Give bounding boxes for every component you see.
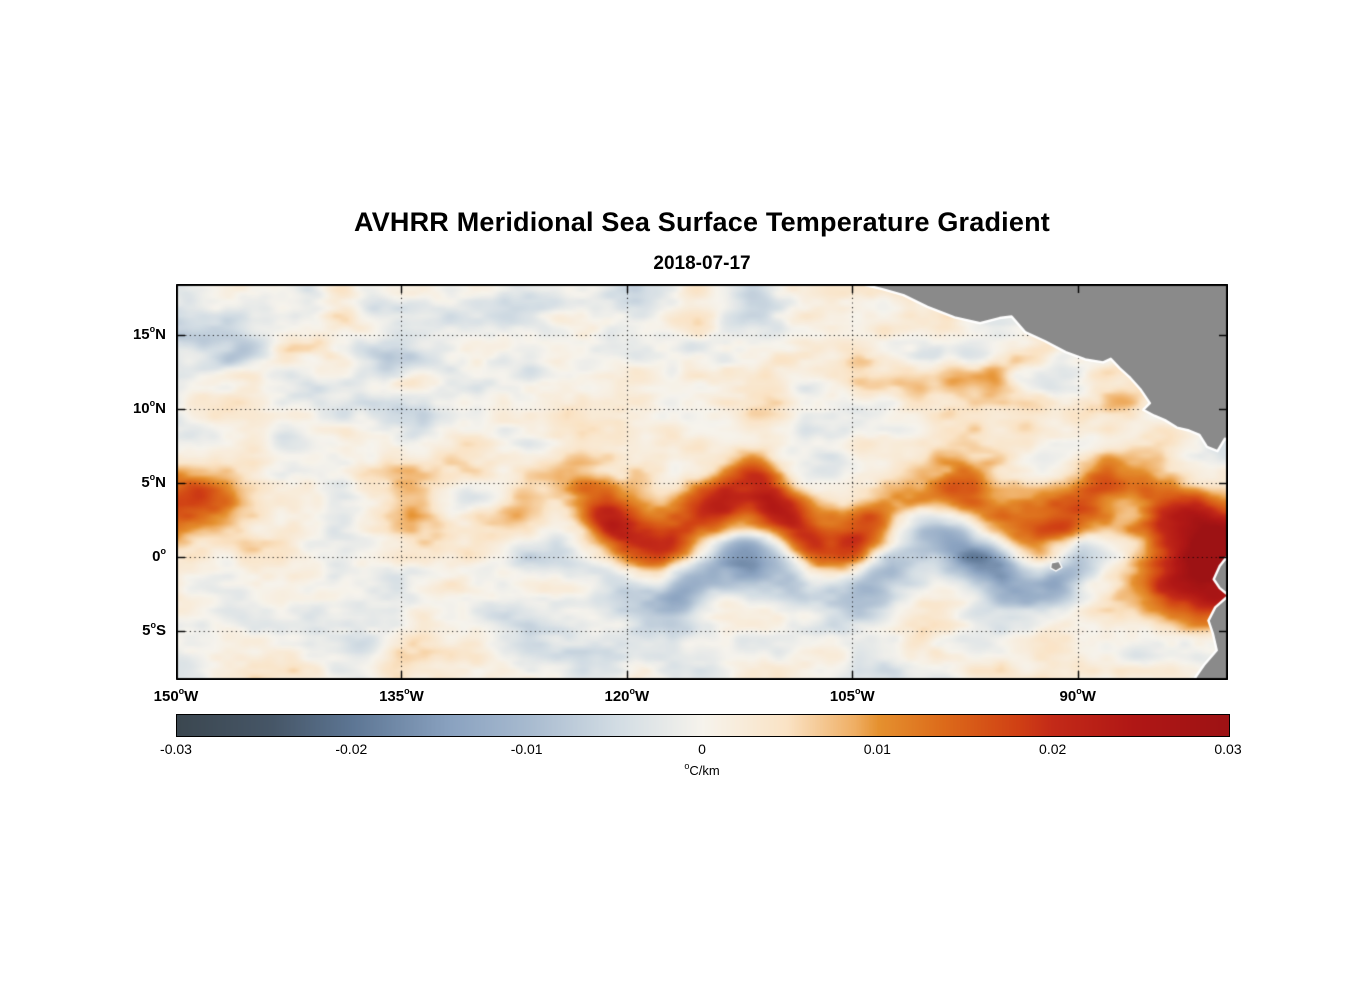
y-tick-label: 10oN [132, 398, 166, 418]
x-tick-label: 90oW [1059, 686, 1096, 706]
colorbar-tick-label: 0.03 [1214, 741, 1242, 757]
colorbar-tick-label: 0 [698, 741, 706, 757]
colorbar-tick-label: -0.01 [510, 741, 543, 757]
x-tick-label: 120oW [604, 686, 650, 706]
colorbar-units-label: oC/km [684, 760, 720, 778]
y-tick-label: 5oS [142, 620, 166, 640]
colorbar-tick-label: 0.02 [1039, 741, 1067, 757]
y-tick-label: 15oN [132, 324, 166, 344]
colorbar-tick-label: 0.01 [863, 741, 891, 757]
chart-title: AVHRR Meridional Sea Surface Temperature… [354, 207, 1050, 237]
sst-gradient-heatmap-canvas [176, 284, 1228, 680]
x-tick-label: 135oW [379, 686, 424, 706]
y-tick-label: 5oN [141, 472, 166, 492]
colorbar-canvas [176, 714, 1230, 737]
colorbar-tick-label: -0.02 [335, 741, 368, 757]
colorbar-tick-label: -0.03 [160, 741, 192, 757]
x-tick-label: 105oW [829, 686, 875, 706]
y-tick-label: 0o [152, 546, 166, 566]
chart-date-subtitle: 2018-07-17 [653, 253, 751, 274]
x-tick-label: 150oW [153, 686, 199, 706]
